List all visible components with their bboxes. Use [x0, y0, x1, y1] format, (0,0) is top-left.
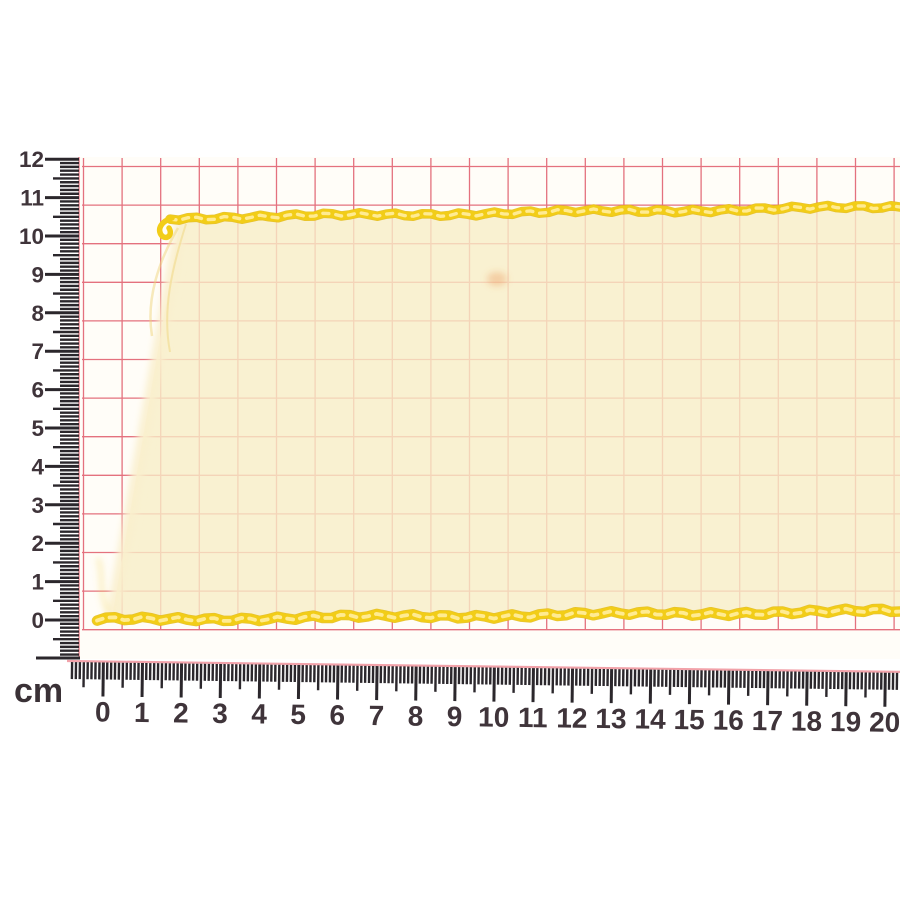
h-ruler-number: 8 — [408, 700, 424, 731]
v-ruler-number: 10 — [19, 224, 44, 249]
h-ruler-number: 2 — [173, 697, 189, 728]
h-ruler-number: 1 — [134, 697, 150, 728]
v-ruler-number: 7 — [31, 339, 44, 364]
horizontal-ruler: 0 1 2 3 4 5 6 7 8 9 10 11 12 13 14 15 16 17 18 19 20 — [66, 659, 900, 738]
h-ruler-number: 17 — [752, 705, 784, 736]
h-ruler-number: 20 — [869, 707, 900, 738]
v-ruler-number: 11 — [20, 186, 44, 211]
h-ruler-number: 4 — [251, 698, 267, 729]
h-ruler-number: 3 — [212, 698, 228, 729]
v-ruler-number: 3 — [31, 493, 44, 518]
h-ruler-number: 9 — [447, 701, 463, 732]
v-ruler-number: 2 — [31, 531, 44, 556]
v-ruler-number: 0 — [31, 608, 44, 633]
h-ruler-number: 12 — [556, 702, 588, 733]
h-ruler-number: 15 — [673, 704, 705, 735]
fabric-top-stitched-edge — [156, 200, 900, 241]
v-ruler-number: 4 — [31, 454, 44, 479]
v-ruler-number: 1 — [31, 570, 44, 595]
h-ruler-number: 6 — [329, 699, 345, 730]
h-ruler-number: 7 — [368, 700, 384, 731]
unit-label: cm — [14, 672, 63, 710]
v-ruler-number: 6 — [31, 378, 44, 403]
h-ruler-number: 16 — [713, 704, 745, 735]
h-ruler-number: 18 — [791, 705, 823, 736]
fabric-bottom-stitched-edge — [91, 603, 900, 627]
h-ruler-number: 13 — [595, 703, 627, 734]
h-ruler-number: 14 — [634, 703, 666, 734]
v-ruler-number: 9 — [31, 262, 44, 287]
h-ruler-number: 19 — [830, 706, 862, 737]
h-ruler-number: 10 — [478, 701, 510, 732]
h-ruler-number: 0 — [95, 696, 111, 727]
v-ruler-number: 5 — [31, 416, 44, 441]
h-ruler-number: 11 — [518, 702, 548, 733]
sheer-fabric — [96, 206, 900, 620]
v-ruler-number: 8 — [31, 301, 44, 326]
v-ruler-number: 12 — [19, 147, 44, 172]
h-ruler-number: 5 — [290, 699, 306, 730]
